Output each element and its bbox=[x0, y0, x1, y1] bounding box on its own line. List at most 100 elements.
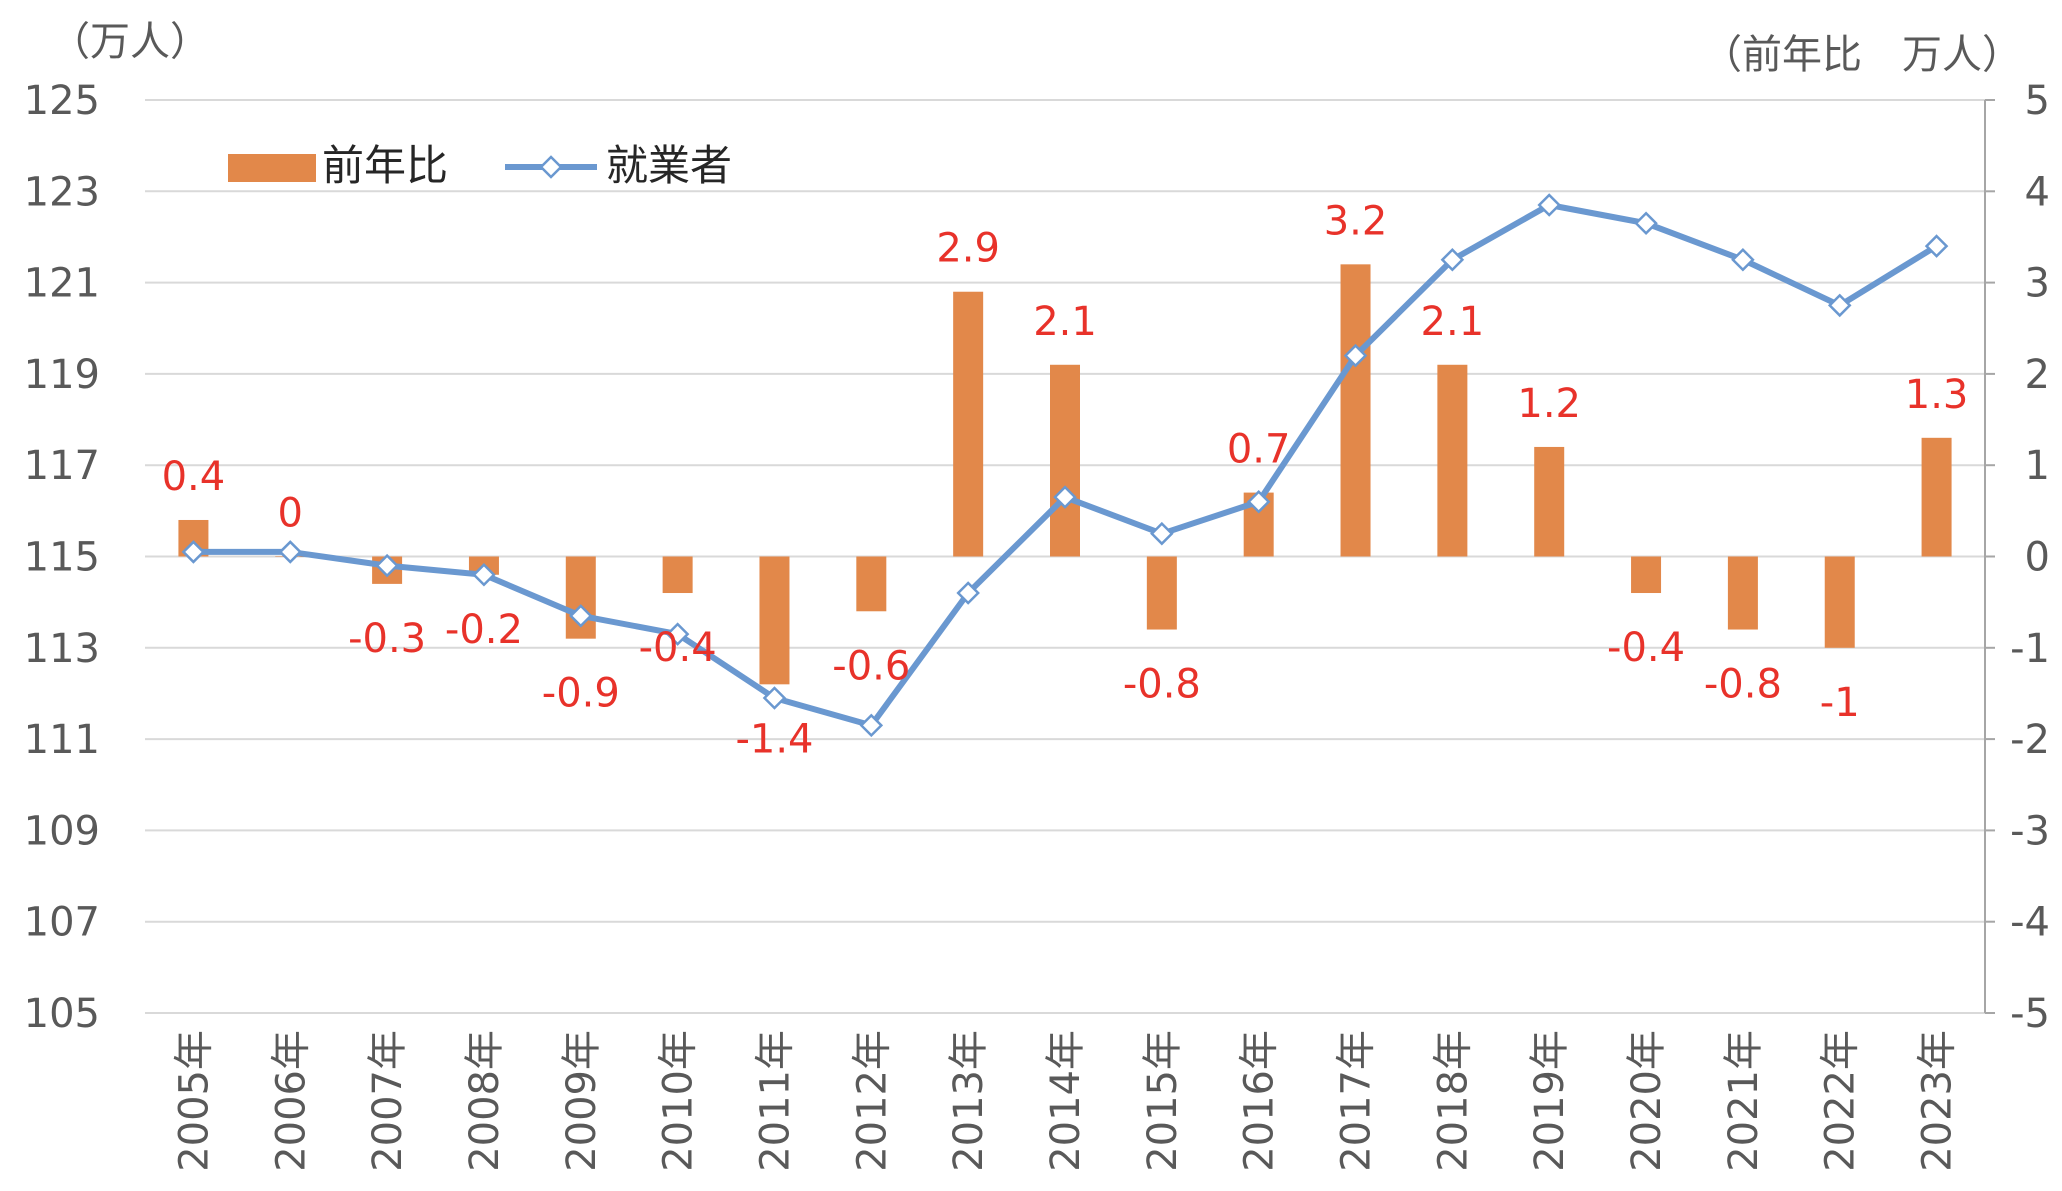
line-point bbox=[569, 604, 593, 628]
line-point bbox=[859, 713, 884, 738]
line-point bbox=[762, 686, 787, 710]
data-label: -1.4 bbox=[735, 716, 813, 762]
right-tick-label: -1 bbox=[2010, 626, 2050, 672]
category-label: 2018年 bbox=[1430, 1030, 1476, 1172]
left-tick-label: 105 bbox=[24, 991, 100, 1037]
data-label: -0.4 bbox=[1607, 625, 1685, 671]
category-label: 2012年 bbox=[849, 1030, 895, 1172]
line-point bbox=[1537, 193, 1561, 217]
category-label: 2008年 bbox=[462, 1030, 508, 1172]
axes: 125123121119117115113111109107105543210-… bbox=[24, 78, 2050, 1172]
line-point bbox=[956, 581, 980, 605]
category-label: 2011年 bbox=[752, 1030, 798, 1172]
category-label: 2006年 bbox=[268, 1030, 314, 1172]
line-series bbox=[181, 193, 1949, 738]
line-point bbox=[1634, 211, 1658, 236]
left-tick-label: 125 bbox=[24, 78, 100, 124]
right-tick-label: 2 bbox=[2025, 352, 2050, 398]
left-tick-label: 119 bbox=[24, 352, 100, 398]
data-label: 1.2 bbox=[1517, 381, 1581, 427]
category-label: 2010年 bbox=[656, 1030, 702, 1172]
line-point bbox=[1150, 521, 1174, 546]
category-label: 2009年 bbox=[559, 1030, 605, 1172]
left-tick-label: 123 bbox=[24, 169, 100, 215]
data-label: 0.7 bbox=[1227, 427, 1291, 473]
data-label: 3.2 bbox=[1324, 198, 1388, 244]
left-tick-label: 113 bbox=[24, 626, 100, 672]
left-tick-label: 111 bbox=[24, 717, 100, 763]
left-axis-unit: （万人） bbox=[50, 19, 210, 65]
category-label: 2023年 bbox=[1915, 1030, 1961, 1172]
left-tick-label: 117 bbox=[24, 443, 100, 489]
category-label: 2007年 bbox=[365, 1030, 411, 1172]
bar bbox=[1824, 556, 1855, 648]
category-label: 2019年 bbox=[1527, 1030, 1573, 1172]
category-label: 2005年 bbox=[171, 1030, 217, 1172]
line-point bbox=[1924, 234, 1949, 258]
line-point bbox=[1343, 343, 1368, 368]
category-label: 2022年 bbox=[1818, 1030, 1864, 1172]
line-point bbox=[181, 540, 206, 564]
bar bbox=[1050, 364, 1080, 557]
bar bbox=[1631, 556, 1662, 594]
right-tick-label: 4 bbox=[2025, 169, 2050, 215]
right-tick-label: 5 bbox=[2025, 78, 2050, 124]
right-tick-label: 3 bbox=[2025, 261, 2050, 307]
bar bbox=[1437, 364, 1468, 557]
data-label: 2.1 bbox=[1421, 299, 1485, 345]
data-label: -0.3 bbox=[348, 616, 426, 662]
left-tick-label: 109 bbox=[24, 808, 100, 854]
line-point bbox=[1731, 248, 1755, 272]
left-tick-label: 121 bbox=[24, 261, 100, 307]
legend-bar-swatch bbox=[228, 154, 316, 182]
category-label: 2016年 bbox=[1237, 1030, 1283, 1172]
line-point bbox=[665, 622, 690, 646]
data-label: -0.9 bbox=[542, 671, 620, 717]
legend-bar-label: 前年比 bbox=[322, 141, 448, 190]
line-point bbox=[1246, 489, 1271, 514]
bar-series bbox=[178, 264, 1952, 685]
category-label: 2021年 bbox=[1721, 1030, 1767, 1172]
data-label: -0.8 bbox=[1123, 662, 1201, 708]
right-tick-label: 0 bbox=[2025, 535, 2050, 581]
bar bbox=[662, 556, 693, 594]
left-tick-label: 107 bbox=[24, 900, 100, 946]
bar bbox=[1534, 446, 1565, 557]
bar bbox=[1340, 264, 1371, 557]
data-label: -0.6 bbox=[832, 643, 910, 689]
right-tick-label: -4 bbox=[2010, 900, 2050, 946]
category-label: 2015年 bbox=[1140, 1030, 1186, 1172]
data-label: 2.1 bbox=[1033, 299, 1097, 345]
line-point bbox=[472, 562, 496, 587]
category-label: 2020年 bbox=[1624, 1030, 1670, 1172]
category-label: 2014年 bbox=[1043, 1030, 1089, 1172]
line-point bbox=[375, 553, 399, 578]
bar bbox=[1146, 556, 1177, 630]
legend-line-marker bbox=[539, 155, 563, 179]
data-labels: 0.4 0 -0.3 -0.2 -0.9 -0.4 -1.4 -0.6 2.9 2.1 -0.8 0.… bbox=[162, 198, 1969, 762]
bar bbox=[856, 556, 887, 612]
right-tick-label: 1 bbox=[2025, 443, 2050, 489]
line-point bbox=[1440, 248, 1465, 272]
data-label: 1.3 bbox=[1905, 372, 1969, 418]
line-point bbox=[1053, 485, 1077, 509]
right-tick-label: -2 bbox=[2010, 717, 2050, 763]
right-tick-label: -3 bbox=[2010, 808, 2050, 854]
line-point bbox=[278, 540, 303, 564]
category-label: 2017年 bbox=[1334, 1030, 1380, 1172]
line-point bbox=[1827, 293, 1852, 318]
bar bbox=[1921, 437, 1952, 557]
legend: 前年比 就業者 bbox=[228, 141, 732, 190]
data-label: 0 bbox=[278, 491, 303, 537]
legend-line-label: 就業者 bbox=[606, 141, 732, 190]
data-label: -1 bbox=[1820, 680, 1860, 726]
bar bbox=[953, 291, 984, 557]
data-label: -0.2 bbox=[445, 607, 523, 653]
data-label: -0.8 bbox=[1704, 662, 1782, 708]
bar bbox=[1727, 556, 1758, 630]
category-label: 2013年 bbox=[946, 1030, 992, 1172]
right-axis-unit: （前年比 万人） bbox=[1702, 32, 2022, 78]
left-tick-label: 115 bbox=[24, 535, 100, 581]
data-label: 0.4 bbox=[162, 454, 226, 500]
data-label: -0.4 bbox=[639, 625, 717, 671]
